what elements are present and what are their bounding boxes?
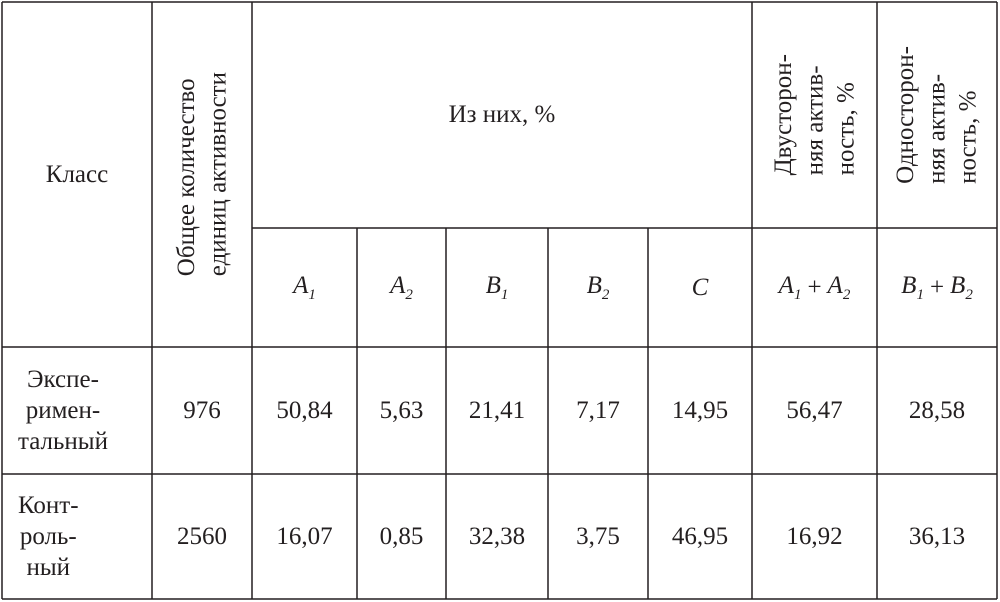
data-cell: 3,75 xyxy=(548,474,648,599)
header-text: Общее количество единиц активности xyxy=(171,72,234,276)
symbol-index: 1 xyxy=(500,287,509,304)
header-cell: Двусторон-няя актив-ность, % xyxy=(752,2,877,228)
symbol-letter: B xyxy=(950,272,966,300)
row-label-line: ный xyxy=(26,554,71,582)
subheader-cell: B1 + B2 xyxy=(877,228,997,347)
data-cell: 0,85 xyxy=(357,474,446,599)
cell-value: 976 xyxy=(183,396,221,424)
symbol: A1 xyxy=(779,270,802,305)
header-text: Двусторон-няя актив-ность, % xyxy=(768,54,862,175)
cell-value: 46,95 xyxy=(671,522,729,550)
cell-value: 36,13 xyxy=(908,522,966,550)
symbol-letter: B xyxy=(901,272,917,300)
symbol-index: 2 xyxy=(842,287,851,304)
row-label-line: роль- xyxy=(19,522,77,550)
data-cell: 56,47 xyxy=(752,347,877,474)
cell-value: 7,17 xyxy=(576,396,620,424)
symbol-letter: B xyxy=(485,272,501,300)
cell-value: 2560 xyxy=(177,522,227,550)
header-line: единиц активности xyxy=(204,72,231,277)
symbol: A2 xyxy=(390,270,413,305)
symbol: A2 xyxy=(828,270,851,305)
subheader-cell: C xyxy=(648,228,752,347)
header-text: Из них, % xyxy=(448,101,556,129)
row-label-line: римен- xyxy=(25,396,101,424)
data-cell: 7,17 xyxy=(548,347,648,474)
row-label-cell: Экспе-римен-тальный xyxy=(2,347,152,474)
data-cell: 32,38 xyxy=(446,474,548,599)
symbol-index: 2 xyxy=(601,287,610,304)
cell-value: 14,95 xyxy=(671,396,729,424)
symbol-index: 1 xyxy=(308,287,316,304)
data-cell: 5,63 xyxy=(357,347,446,474)
cell-value: 16,07 xyxy=(276,522,333,550)
header-line: ность, % xyxy=(832,82,860,176)
cell-value: 28,58 xyxy=(908,396,966,424)
subheader-cell: A1 + A2 xyxy=(752,228,877,347)
data-cell: 21,41 xyxy=(446,347,548,474)
data-cell: 16,07 xyxy=(252,474,357,599)
header-line: Двусторон- xyxy=(769,54,797,176)
symbol: A1 xyxy=(293,270,316,305)
row-label: Конт-роль-ный xyxy=(18,490,79,584)
subheader-cell: B2 xyxy=(548,228,648,347)
header-cell: Класс xyxy=(2,2,152,347)
header-line: ность, % xyxy=(954,90,982,184)
cell-value: 21,41 xyxy=(468,396,526,424)
operator: + xyxy=(929,273,945,301)
symbol-index: 2 xyxy=(965,287,973,304)
symbol-letter: A xyxy=(293,272,309,300)
cell-value: 32,38 xyxy=(468,522,526,550)
symbol: B1 xyxy=(486,270,509,305)
data-cell: 16,92 xyxy=(752,474,877,599)
header-cell: Общее количество единиц активности xyxy=(152,2,252,347)
symbol-index: 1 xyxy=(793,287,802,304)
header-line: няя актив- xyxy=(800,65,828,176)
symbol: C xyxy=(692,272,709,303)
header-text: Класс xyxy=(45,160,109,188)
row-label-cell: Конт-роль-ный xyxy=(2,474,152,599)
symbol-index: 1 xyxy=(916,287,924,304)
cell-value: 16,92 xyxy=(786,522,843,550)
cell-value: 5,63 xyxy=(379,396,424,424)
cell-value: 50,84 xyxy=(276,396,333,424)
data-cell: 976 xyxy=(152,347,252,474)
cell-value: 56,47 xyxy=(786,396,843,424)
symbol-letter: C xyxy=(691,273,709,301)
header-line: няя актив- xyxy=(923,73,951,184)
data-cell: 46,95 xyxy=(648,474,752,599)
symbol: B1 xyxy=(901,270,924,305)
symbol-letter: A xyxy=(827,272,843,300)
data-cell: 36,13 xyxy=(877,474,997,599)
row-label: Экспе-римен-тальный xyxy=(18,364,108,458)
row-label-line: Конт- xyxy=(18,491,79,519)
data-cell: 2560 xyxy=(152,474,252,599)
header-line: Односторон- xyxy=(892,46,920,184)
subheader-cell: B1 xyxy=(446,228,548,347)
subheader-cell: A1 xyxy=(252,228,357,347)
symbol: B2 xyxy=(950,270,973,305)
symbol-letter: A xyxy=(390,272,406,300)
data-cell: 28,58 xyxy=(877,347,997,474)
cell-value: 0,85 xyxy=(379,522,424,550)
symbol-letter: A xyxy=(778,272,794,300)
cell-value: 3,75 xyxy=(576,522,620,550)
header-cell: Односторон-няя актив-ность, % xyxy=(877,2,997,228)
operator: + xyxy=(807,273,822,301)
header-text: Односторон-няя актив-ность, % xyxy=(890,46,984,184)
header-cell: Из них, % xyxy=(252,2,752,228)
data-cell: 14,95 xyxy=(648,347,752,474)
header-line: Общее количество xyxy=(172,78,200,277)
data-cell: 50,84 xyxy=(252,347,357,474)
symbol: B2 xyxy=(587,270,610,305)
symbol-letter: B xyxy=(586,272,602,300)
row-label-line: Экспе- xyxy=(27,365,99,393)
subheader-cell: A2 xyxy=(357,228,446,347)
row-label-line: тальный xyxy=(18,428,108,456)
symbol-index: 2 xyxy=(405,287,413,304)
